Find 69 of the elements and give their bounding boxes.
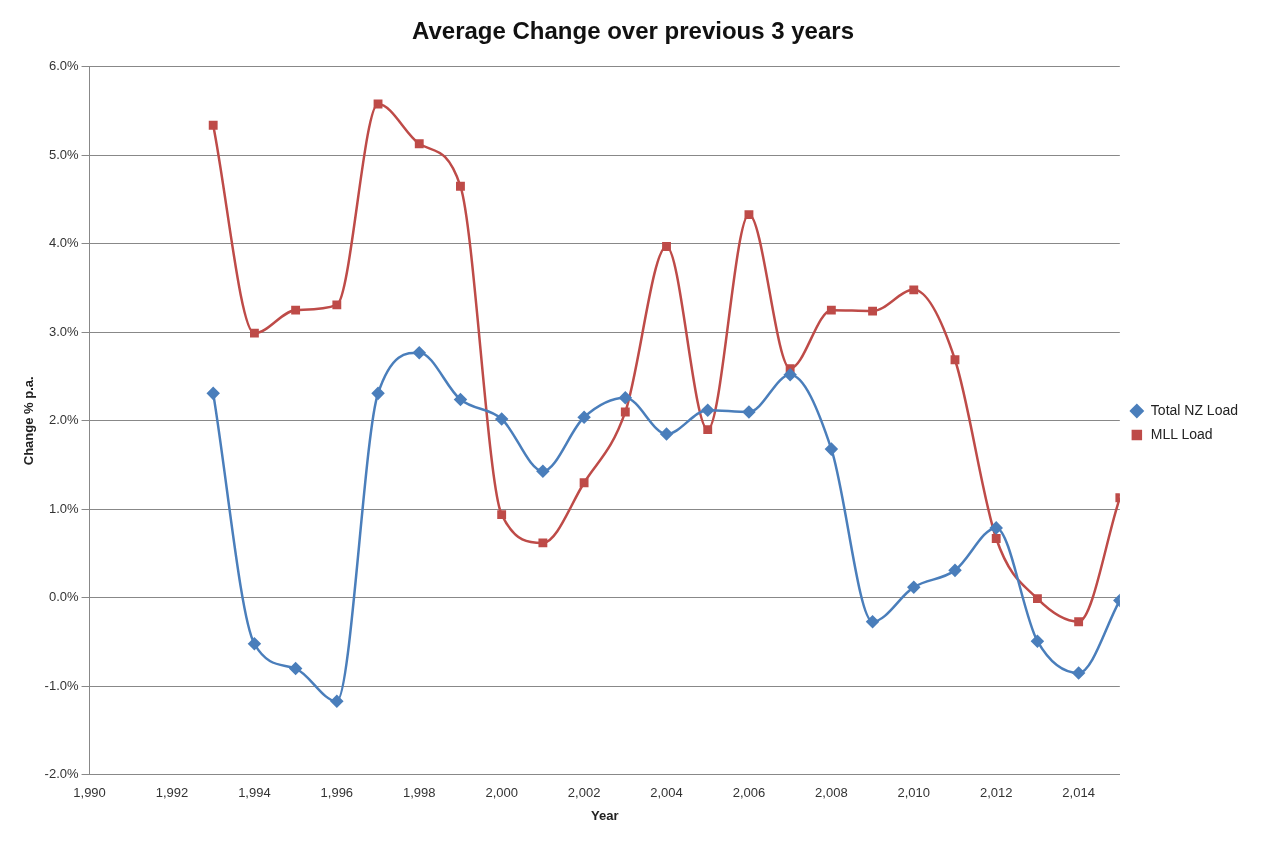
point [332, 300, 342, 310]
point [249, 328, 259, 338]
x-tick-label: 1,992 [155, 785, 189, 801]
point [289, 662, 302, 675]
x-tick-label: 2,012 [979, 785, 1013, 801]
point [208, 120, 218, 130]
y-tick-label: 2.0% [48, 412, 79, 428]
x-tick-label: 1,998 [402, 785, 436, 801]
x-tick-label: 2,014 [1062, 785, 1095, 801]
x-tick-label: 2,008 [815, 785, 848, 801]
x-tick-label: 2,006 [732, 785, 766, 801]
legend-label: MLL Load [1150, 425, 1213, 442]
point [413, 346, 426, 359]
point [1072, 666, 1085, 680]
point [454, 393, 467, 406]
point [907, 580, 921, 594]
y-tick-label: -2.0% [44, 766, 79, 782]
x-tick-label: 2,010 [897, 785, 931, 801]
x-tick-label: 2,000 [485, 785, 518, 801]
point [825, 442, 838, 456]
y-tick-label: 3.0% [48, 323, 79, 339]
point [742, 405, 756, 419]
point [579, 478, 589, 488]
point [371, 387, 385, 400]
y-tick-label: 6.0% [48, 58, 79, 74]
point [497, 510, 507, 520]
y-tick-label: 4.0% [48, 235, 79, 251]
point [866, 615, 879, 628]
point [703, 425, 713, 435]
point [701, 403, 714, 417]
point [950, 355, 960, 365]
point [206, 387, 220, 400]
point [662, 242, 671, 251]
point [495, 412, 508, 426]
point [330, 695, 344, 708]
y-tick-label: 0.0% [48, 589, 79, 605]
point [620, 407, 630, 417]
point [619, 391, 632, 405]
x-tick-label: 1,994 [238, 785, 271, 801]
point [1074, 617, 1084, 627]
point [536, 465, 550, 478]
point [744, 210, 754, 220]
y-axis-title: Change % p.a. [21, 376, 37, 466]
x-tick-label: 1,996 [320, 785, 354, 801]
point [660, 427, 673, 441]
y-tick-label: -1.0% [44, 677, 79, 693]
x-axis-title: Year [590, 807, 619, 823]
point [538, 538, 548, 548]
point [1032, 594, 1042, 604]
point [868, 306, 878, 316]
point [456, 181, 465, 191]
point [291, 305, 301, 315]
y-tick-label: 5.0% [48, 146, 79, 162]
y-tick-label: 1.0% [48, 500, 79, 516]
point [1031, 634, 1044, 648]
point [248, 637, 261, 651]
point [989, 521, 1003, 535]
point [909, 285, 919, 295]
point [783, 368, 797, 382]
point [826, 305, 836, 315]
point [414, 139, 424, 149]
point [577, 411, 591, 424]
x-tick-label: 2,004 [650, 785, 683, 801]
x-tick-label: 2,002 [567, 785, 601, 801]
chart-title: Average Change over previous 3 years [412, 17, 854, 45]
point [991, 534, 1001, 543]
point [948, 564, 962, 577]
legend-label: Total NZ Load [1150, 401, 1239, 418]
x-tick-label: 1,990 [73, 785, 106, 801]
